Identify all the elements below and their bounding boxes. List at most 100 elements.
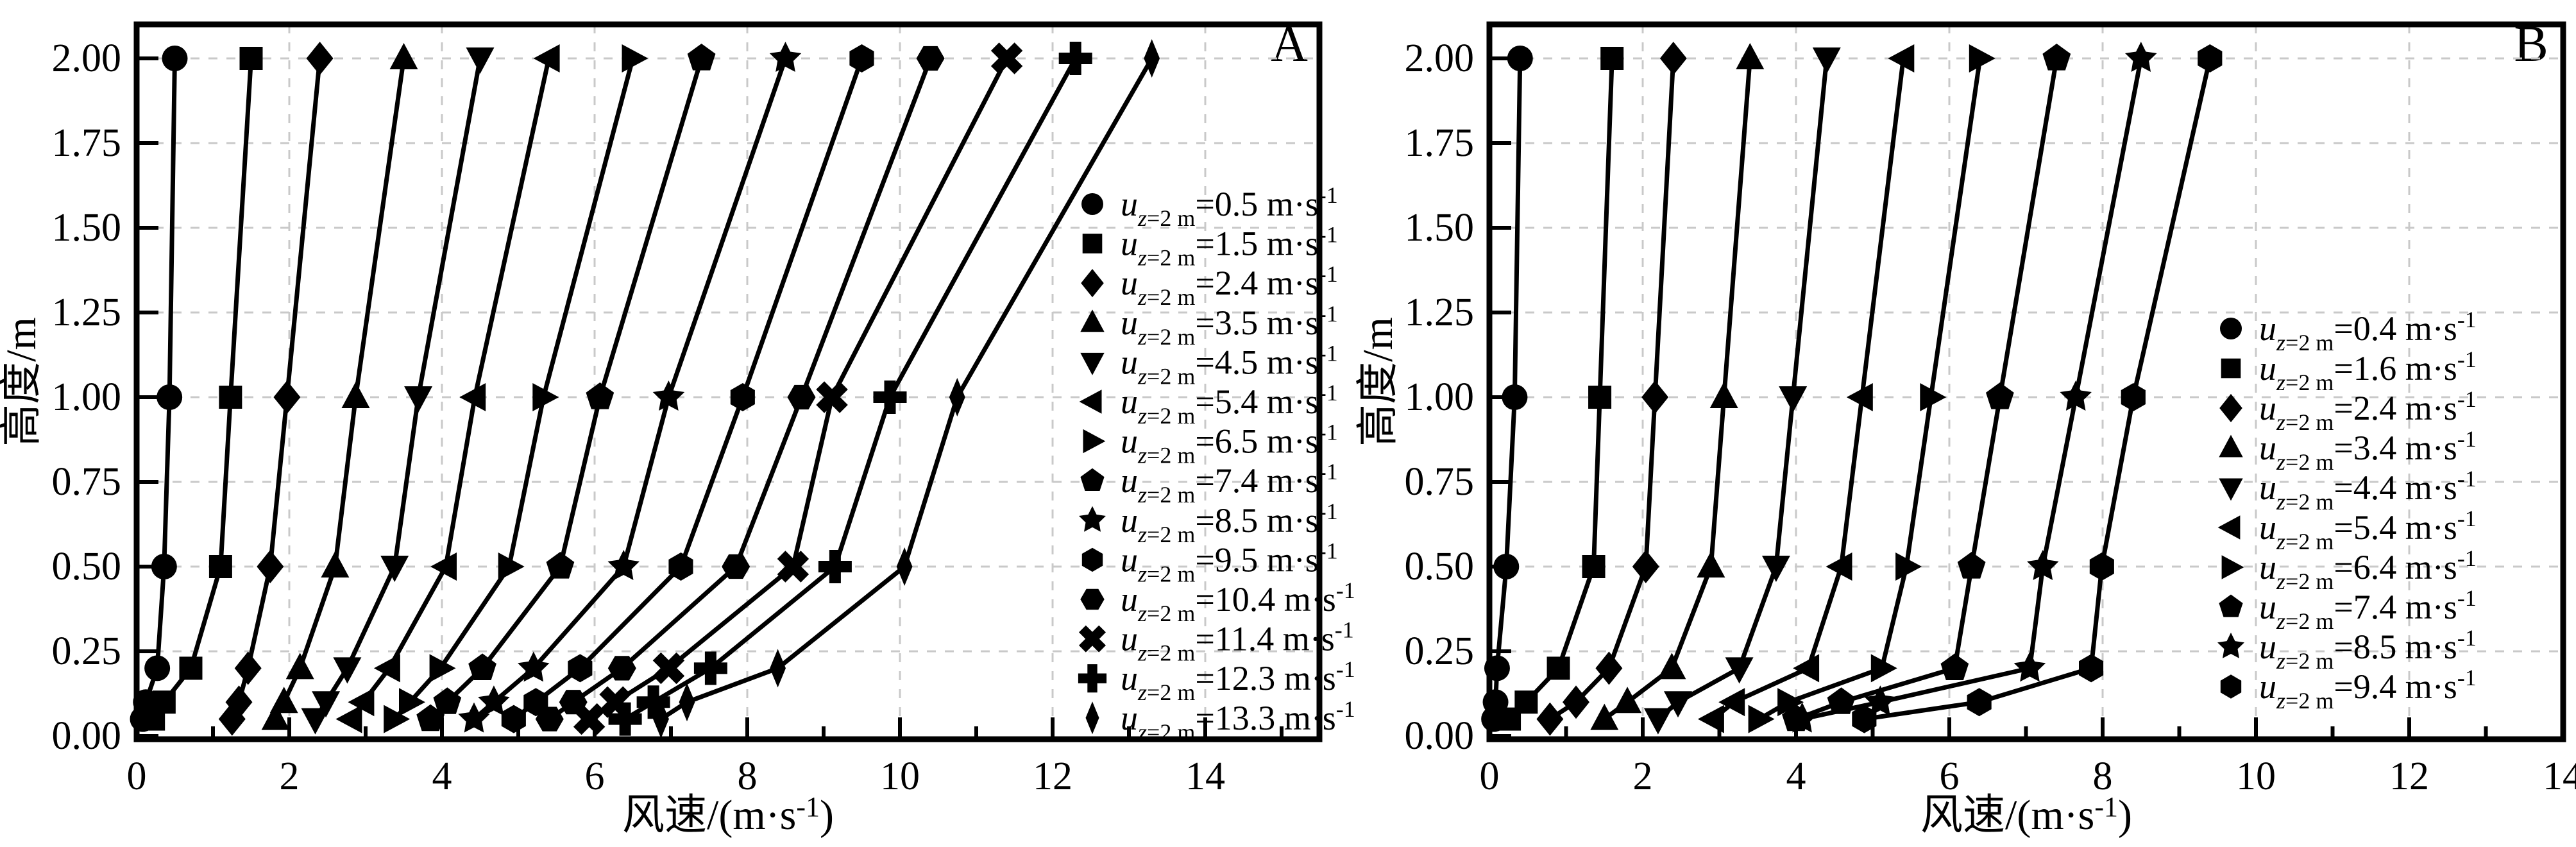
x-tick-label: 2	[1633, 755, 1653, 798]
x-tick-label: 8	[738, 755, 758, 798]
legend-label: uz=2 m=4.4 m·s-1	[2259, 466, 2477, 515]
legend-label: uz=2 m=7.4 m·s-1	[1121, 459, 1338, 508]
y-tick-label: 1.75	[52, 121, 122, 165]
legend-label: uz=2 m=1.5 m·s-1	[1121, 222, 1338, 271]
y-tick-label: 0.00	[52, 714, 122, 758]
x-tick-label: 10	[2236, 755, 2276, 798]
legend-item-u9.5: uz=2 m=9.5 m·s-1	[1081, 538, 1338, 586]
legend-label: uz=2 m=13.3 m·s-1	[1121, 696, 1355, 745]
legend-B: uz=2 m=0.4 m·s-1uz=2 m=1.6 m·s-1uz=2 m=2…	[2217, 307, 2477, 714]
legend-item-u9.4: uz=2 m=9.4 m·s-1	[2220, 665, 2477, 714]
x-axis-label: 风速/(m·s-1)	[622, 791, 834, 839]
y-tick-label: 0.75	[1405, 460, 1475, 504]
profile-line	[313, 58, 482, 721]
x-tick-label: 6	[1940, 755, 1960, 798]
series-A-u2.4	[218, 42, 334, 736]
x-tick-label: 12	[1033, 755, 1072, 798]
chart-panel-B: 0 2 4 6 8 10 12 14 0.00 0.25 0.50 0.75 1.00 1.25 1.50 1…	[1355, 21, 2576, 839]
legend-item-u7.4: uz=2 m=7.4 m·s-1	[2219, 585, 2477, 634]
series-A-u13.3	[653, 39, 1160, 739]
y-tick-label: 2.00	[1405, 37, 1475, 80]
x-tick-label: 0	[1480, 755, 1500, 798]
plot-frame	[133, 21, 1323, 742]
x-tick-label: 4	[1786, 755, 1806, 798]
legend-label: uz=2 m=2.4 m·s-1	[2259, 386, 2477, 435]
legend-item-u8.5: uz=2 m=8.5 m·s-1	[2217, 625, 2477, 674]
profile-line	[1863, 58, 2212, 722]
legend-item-u11.4: uz=2 m=11.4 m·s-1	[1079, 617, 1354, 666]
y-tick-label: 1.75	[1405, 121, 1475, 165]
x-tick-label: 2	[280, 755, 300, 798]
gridlines	[1489, 24, 2563, 739]
legend-label: uz=2 m=6.4 m·s-1	[2259, 545, 2477, 594]
x-tick-label: 0	[127, 755, 147, 798]
legend-label: uz=2 m=12.3 m·s-1	[1121, 656, 1355, 705]
y-tick-label: 0.50	[52, 545, 122, 588]
x-tick-label: 4	[432, 755, 452, 798]
series-B-u8.5	[1786, 42, 2157, 733]
legend-label: uz=2 m=11.4 m·s-1	[1121, 617, 1354, 666]
y-tick-label: 1.50	[1405, 206, 1475, 250]
y-tick-label: 1.00	[52, 375, 122, 419]
legend-label: uz=2 m=8.5 m·s-1	[2259, 625, 2477, 674]
legend-label: uz=2 m=0.5 m·s-1	[1121, 182, 1338, 231]
legend-item-u4.4: uz=2 m=4.4 m·s-1	[2219, 466, 2477, 515]
series-B-u6.4	[1748, 44, 1996, 733]
y-tick-label: 0.50	[1405, 545, 1475, 588]
legend-A: uz=2 m=0.5 m·s-1uz=2 m=1.5 m·s-1uz=2 m=2…	[1078, 182, 1355, 745]
y-tick-label: 1.25	[52, 291, 122, 334]
legend-item-u3.4: uz=2 m=3.4 m·s-1	[2219, 426, 2477, 475]
legend-item-u7.4: uz=2 m=7.4 m·s-1	[1080, 459, 1338, 508]
profile-line	[273, 58, 406, 721]
y-tick-label: 0.00	[1405, 714, 1475, 758]
legend-label: uz=2 m=0.4 m·s-1	[2259, 307, 2477, 355]
series-A-u5.4	[335, 44, 560, 733]
legend-item-u10.4: uz=2 m=10.4 m·s-1	[1080, 578, 1355, 626]
legend-label: uz=2 m=1.6 m·s-1	[2259, 346, 2477, 395]
series-A-u12.3	[608, 42, 1092, 736]
series-B-u9.4	[1852, 44, 2223, 733]
legend-item-u6.4: uz=2 m=6.4 m·s-1	[2221, 545, 2477, 594]
x-tick-label: 8	[2093, 755, 2113, 798]
y-tick-label: 1.25	[1405, 291, 1475, 334]
legend-item-u2.4: uz=2 m=2.4 m·s-1	[1081, 261, 1338, 310]
series-B-u2.4	[1536, 42, 1687, 736]
x-axis-label: 风速/(m·s-1)	[1920, 791, 2132, 839]
series-A-u1.5	[142, 47, 263, 731]
y-tick-label: 0.25	[1405, 629, 1475, 673]
legend-item-u5.4: uz=2 m=5.4 m·s-1	[2217, 506, 2477, 554]
series-B-u4.4	[1643, 47, 1841, 735]
legend-item-u3.5: uz=2 m=3.5 m·s-1	[1080, 301, 1338, 350]
series-A-u7.4	[416, 44, 716, 732]
legend-label: uz=2 m=2.4 m·s-1	[1121, 261, 1338, 310]
series-A-u4.5	[301, 47, 495, 735]
legend-label: uz=2 m=5.4 m·s-1	[2259, 506, 2477, 554]
legend-label: uz=2 m=5.4 m·s-1	[1121, 380, 1338, 429]
x-tick-label: 12	[2389, 755, 2429, 798]
legend-item-u5.4: uz=2 m=5.4 m·s-1	[1079, 380, 1338, 429]
legend-label: uz=2 m=4.5 m·s-1	[1121, 340, 1338, 389]
legend-label: uz=2 m=6.5 m·s-1	[1121, 420, 1338, 468]
legend-item-u13.3: uz=2 m=13.3 m·s-1	[1085, 696, 1355, 745]
y-tick-label: 0.75	[52, 460, 122, 504]
legend-label: uz=2 m=10.4 m·s-1	[1121, 578, 1355, 626]
profile-line	[623, 57, 1078, 721]
legend-item-u4.5: uz=2 m=4.5 m·s-1	[1080, 340, 1338, 389]
legend-label: uz=2 m=3.5 m·s-1	[1121, 301, 1338, 350]
series-A-u8.5	[458, 42, 802, 733]
y-tick-label: 2.00	[52, 37, 122, 80]
series-B-u1.6	[1498, 47, 1624, 731]
x-tick-label: 14	[1185, 755, 1225, 798]
legend-label: uz=2 m=9.4 m·s-1	[2259, 665, 2477, 714]
x-tick-label: 6	[585, 755, 605, 798]
y-tick-label: 0.25	[52, 629, 122, 673]
legend-item-u0.4: uz=2 m=0.4 m·s-1	[2220, 307, 2477, 355]
y-axis-label: 高度/m	[0, 317, 45, 447]
axis-ticks	[1487, 56, 2564, 739]
legend-item-u0.5: uz=2 m=0.5 m·s-1	[1081, 182, 1338, 231]
legend-item-u1.5: uz=2 m=1.5 m·s-1	[1082, 222, 1338, 271]
legend-item-u8.5: uz=2 m=8.5 m·s-1	[1079, 499, 1338, 547]
x-tick-label: 10	[880, 755, 920, 798]
